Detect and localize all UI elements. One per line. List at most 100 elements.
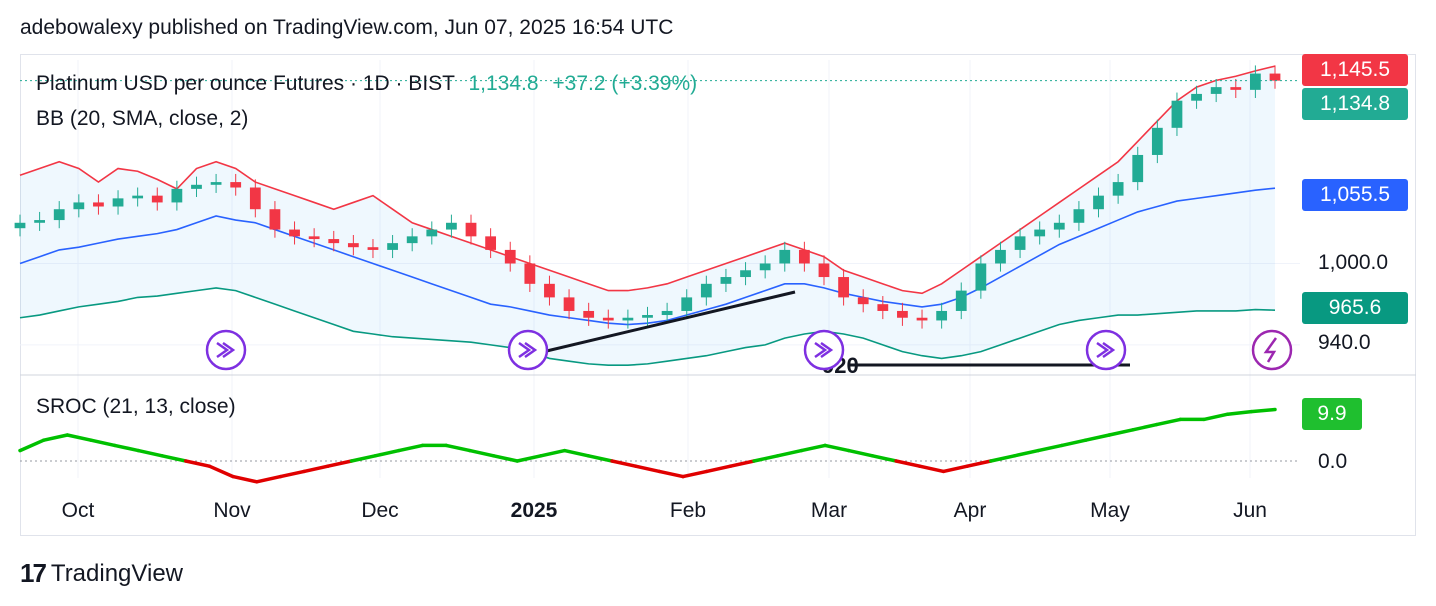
x-tick-label: 2025 <box>511 499 558 522</box>
candle-body <box>269 209 281 230</box>
candle-body <box>328 239 340 244</box>
candle-body <box>367 247 379 250</box>
candle-body <box>446 222 457 230</box>
sroc-line-segment <box>586 454 614 463</box>
sroc-line-segment <box>965 459 993 468</box>
dividend-marker-icon <box>1251 329 1293 371</box>
candle-body <box>485 236 497 250</box>
candle-body <box>916 317 928 321</box>
sroc-line-segment <box>1249 407 1277 414</box>
sroc-line-segment <box>491 454 520 463</box>
event-marker-icon <box>1096 341 1116 359</box>
sroc-line-segment <box>989 454 1017 463</box>
candle-body <box>740 270 751 278</box>
candle-body <box>1112 182 1124 196</box>
candle-body <box>759 263 771 271</box>
footer-brand-label: TradingView <box>50 559 183 587</box>
chart-frame <box>20 54 1416 536</box>
sroc-line-segment <box>1154 417 1183 427</box>
sroc-line-segment <box>633 464 662 474</box>
candle-body <box>700 283 712 298</box>
candle-body <box>661 310 673 316</box>
candle-body <box>426 229 438 237</box>
sroc-line-segment <box>918 464 946 474</box>
candle-body <box>1073 209 1085 223</box>
sroc-line-segment <box>1012 448 1040 458</box>
candle-body <box>308 236 320 240</box>
candle-body <box>347 243 359 248</box>
sroc-line-segment <box>41 433 70 442</box>
candle-body <box>857 297 869 305</box>
candle-body <box>681 297 693 311</box>
candle-body <box>504 249 516 264</box>
sroc-line-segment <box>799 443 827 453</box>
footer-brand[interactable]: 17 TradingView <box>20 558 183 589</box>
sroc-line-segment <box>112 443 141 453</box>
sroc-line-segment <box>397 443 425 453</box>
sroc-legend: SROC (21, 13, close) <box>36 395 236 418</box>
candle-body <box>465 222 477 237</box>
x-tick-label: May <box>1090 499 1130 522</box>
candle-body <box>642 315 653 318</box>
sroc-line-segment <box>515 454 543 463</box>
x-tick-label: Feb <box>670 499 706 522</box>
sroc-line-segment <box>1225 409 1254 416</box>
candle-body <box>583 310 595 318</box>
sroc-line-segment <box>870 454 898 463</box>
candle-body <box>151 195 163 203</box>
candle-body <box>818 263 830 278</box>
candle-body <box>230 182 242 188</box>
x-tick-label: Jun <box>1233 499 1267 522</box>
candle-body <box>602 317 614 321</box>
candle-body <box>877 304 889 311</box>
candle-body <box>112 198 124 207</box>
candle-body <box>563 297 575 311</box>
sroc-line-segment <box>610 459 638 468</box>
candle-body <box>1093 195 1104 210</box>
candle-body <box>897 310 908 318</box>
sroc-line-segment <box>184 459 212 468</box>
candle-body <box>936 310 948 321</box>
sroc-line-segment <box>1107 428 1135 437</box>
sroc-line-segment <box>847 448 875 458</box>
candle-body <box>975 263 987 291</box>
sroc-line-segment <box>65 433 93 442</box>
candle-body <box>1210 87 1222 94</box>
sroc-line-segment <box>775 448 804 458</box>
candle-body <box>406 236 418 244</box>
bb-lower-tag: 965.6 <box>1302 292 1408 324</box>
x-tick-label: Oct <box>62 499 95 522</box>
symbol-title: Platinum USD per ounce Futures · 1D · BI… <box>36 72 455 95</box>
sroc-line-segment <box>941 464 969 474</box>
candle-body <box>1249 73 1261 90</box>
sroc-line-segment <box>231 474 259 484</box>
sroc-line-segment <box>1036 443 1064 453</box>
sroc-line-segment <box>1083 433 1111 442</box>
sroc-line-segment <box>562 448 591 458</box>
sroc-line-segment <box>1131 422 1159 432</box>
candle-body <box>779 249 791 264</box>
sroc-line-segment <box>18 438 46 453</box>
sroc-line-segment <box>349 454 377 463</box>
sroc-line-segment <box>89 438 117 448</box>
price-axis-label: 940.0 <box>1318 331 1371 354</box>
bb-upper-line <box>19 65 1276 295</box>
candle-body <box>1151 127 1163 155</box>
sroc-line-segment <box>681 469 709 479</box>
sroc-line-segment <box>326 459 354 468</box>
candle-body <box>1269 73 1281 81</box>
sroc-line-segment <box>704 464 733 474</box>
candle-body <box>34 220 46 223</box>
candle-body <box>1230 87 1242 90</box>
tradingview-logo-icon: 17 <box>20 558 47 588</box>
event-marker-icon <box>518 341 538 359</box>
sroc-value-tag: 9.9 <box>1302 398 1362 430</box>
candle-body <box>622 317 634 321</box>
candle-body <box>955 290 967 311</box>
candle-body <box>73 202 85 210</box>
candle-body <box>53 209 65 221</box>
sroc-axis-label: 0.0 <box>1318 450 1348 473</box>
sroc-line-segment <box>160 454 188 463</box>
candle-body <box>249 187 261 210</box>
